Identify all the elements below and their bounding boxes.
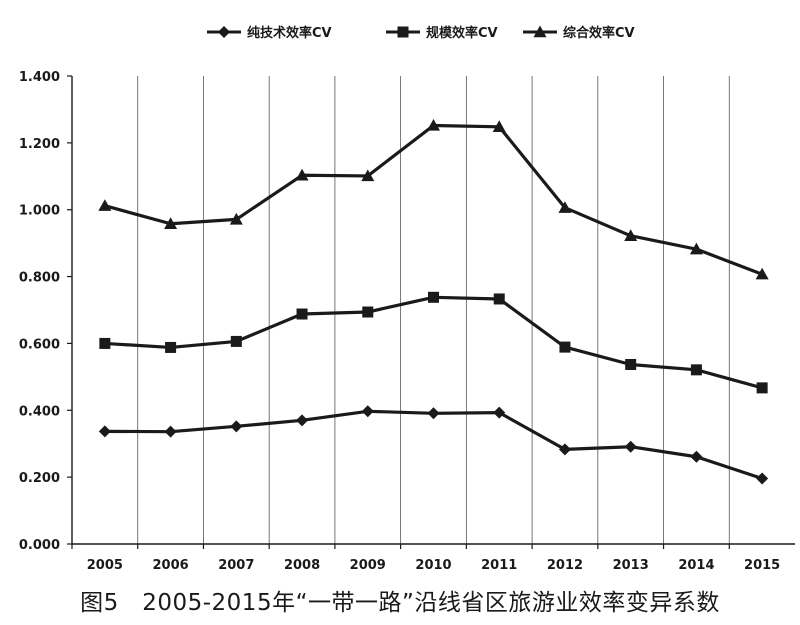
data-point [624,229,638,241]
x-tick-label: 2010 [415,558,451,573]
data-point [755,267,769,280]
data-point [164,425,177,438]
data-point [361,405,374,418]
data-point [296,414,309,427]
figure-caption: 图5 2005-2015年“一带一路”沿线省区旅游业效率变异系数 [80,590,720,616]
legend-item: 综合效率CV [523,25,635,41]
data-point [690,450,703,463]
series-diamond [98,405,769,485]
x-tick-label: 2012 [547,558,583,573]
data-point [493,406,506,419]
data-point [428,291,439,303]
data-point [690,364,702,376]
data-point [558,201,572,213]
data-point [164,217,178,229]
legend-label: 综合效率CV [563,25,635,41]
x-tick-label: 2013 [613,558,649,573]
data-point [230,335,242,347]
x-tick-label: 2005 [87,558,123,573]
data-point [98,425,111,438]
data-point [756,382,768,394]
data-point [230,420,243,433]
x-tick-label: 2007 [218,558,254,573]
y-tick-label: 0.000 [19,538,60,553]
y-tick-label: 0.200 [19,471,60,486]
series-square [99,291,768,394]
x-axis-ticks: 2005 2006 2007 2008 2009 2010 2011 2012 2013 2014… [71,544,780,573]
data-point [99,337,111,349]
data-point [296,308,308,320]
data-point [295,168,309,181]
legend-marker [218,26,230,38]
x-tick-label: 2014 [678,558,714,573]
y-tick-label: 1.200 [19,137,60,152]
legend-marker [533,25,547,38]
series-triangle [98,118,769,280]
data-point [625,358,637,370]
legend-item: 规模效率CV [386,25,498,41]
data-point [559,341,571,353]
axes [71,76,795,545]
y-axis-ticks: 0.000 0.200 0.400 0.600 0.800 1.000 1.200 1.400 [19,70,72,553]
data-point [362,306,374,318]
data-point [493,293,505,305]
data-point [558,443,571,456]
legend-item: 纯技术效率CV [207,25,332,41]
x-tick-label: 2006 [152,558,188,573]
y-tick-label: 0.800 [19,271,60,286]
data-point [427,118,440,131]
data-point [427,407,440,420]
data-point [361,169,375,182]
legend-label: 规模效率CV [426,25,498,41]
data-point [624,440,637,453]
x-tick-label: 2009 [350,558,386,573]
data-point [98,199,112,211]
x-tick-label: 2011 [481,558,517,573]
y-tick-label: 0.600 [19,337,60,352]
y-tick-label: 1.400 [19,70,60,85]
data-point [756,472,769,485]
series-group [98,118,769,485]
x-tick-label: 2008 [284,558,320,573]
legend-marker [397,26,409,38]
data-point [689,242,703,255]
data-point [492,120,506,133]
legend-label: 纯技术效率CV [247,25,332,41]
y-tick-label: 1.000 [19,204,60,219]
data-point [229,212,243,225]
x-tick-label: 2015 [744,558,780,573]
data-point [165,341,177,353]
line-chart: 纯技术效率CV 规模效率CV 综合效率CV 0.000 0.200 0.400 0.600… [19,25,795,573]
y-tick-label: 0.400 [19,404,60,419]
legend: 纯技术效率CV 规模效率CV 综合效率CV [207,25,635,41]
grid [137,76,730,544]
